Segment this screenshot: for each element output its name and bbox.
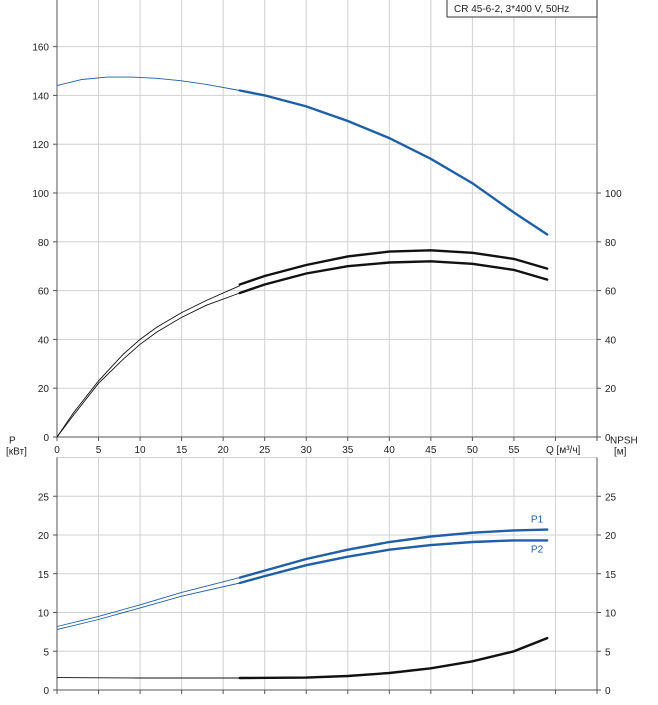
x-axis-label: Q [м³/ч] (546, 445, 581, 456)
y-tick-label-left: 0 (43, 686, 49, 697)
y-tick-label-right: 25 (605, 492, 617, 503)
series-line (240, 638, 547, 678)
y-tick-label-right: 80 (605, 238, 617, 249)
x-tick-label: 15 (176, 445, 188, 456)
y-tick-label-right: 100 (605, 189, 622, 200)
y-tick-label-right: 20 (605, 531, 617, 542)
power-npsh-panel: 0 5 10 15 20 25 0 5 10 15 20 25 P[кВт] NPSH[м] P1 P2 (6, 436, 638, 698)
y-axis-unit-left: [кВт] (6, 447, 27, 458)
series-label: P1 (531, 515, 544, 526)
y-tick-label-right: 15 (605, 570, 617, 581)
chart-title: CR 45-6-2, 3*400 V, 50Hz (454, 4, 569, 15)
series-line-thin (57, 293, 240, 437)
y-axis-unit-right: [м] (614, 447, 627, 458)
y-tick-label-left: 5 (43, 647, 49, 658)
y-tick-label-left: 0 (43, 433, 49, 444)
series-line (240, 261, 547, 293)
y-axis-label-left: P (9, 436, 16, 447)
y-tick-label-right: 10 (605, 609, 617, 620)
y-tick-label-left: 60 (38, 287, 50, 298)
series-line-thin (57, 578, 240, 627)
chart-title-box: CR 45-6-2, 3*400 V, 50Hz (447, 0, 597, 17)
series-line-thin (57, 583, 240, 630)
y-tick-label-right: 40 (605, 335, 617, 346)
y-tick-label-left: 140 (32, 91, 49, 102)
y-tick-label-left: 20 (38, 531, 50, 542)
x-tick-label: 0 (54, 445, 60, 456)
y-tick-label-left: 40 (38, 335, 50, 346)
y-tick-label-right: 5 (605, 647, 611, 658)
x-tick-label: 5 (96, 445, 102, 456)
y-tick-label-left: 160 (32, 43, 49, 54)
y-tick-label-right: 60 (605, 287, 617, 298)
x-tick-label: 35 (342, 445, 354, 456)
x-tick-label: 45 (425, 445, 437, 456)
y-tick-label-left: 120 (32, 140, 49, 151)
y-tick-label-left: 25 (38, 492, 50, 503)
x-tick-label: 25 (259, 445, 271, 456)
y-tick-label-left: 20 (38, 384, 50, 395)
x-tick-label: 20 (218, 445, 230, 456)
series-line-thin (57, 286, 240, 437)
y-tick-label-right: 20 (605, 384, 617, 395)
y-tick-label-left: 15 (38, 570, 50, 581)
y-tick-label-left: 80 (38, 238, 50, 249)
series-line (240, 91, 547, 235)
series-label: P2 (531, 544, 544, 555)
x-tick-label: 55 (508, 445, 520, 456)
series-line (240, 540, 547, 583)
x-tick-label: 30 (301, 445, 313, 456)
y-axis-label-right: NPSH (610, 436, 638, 447)
x-tick-label: 50 (467, 445, 479, 456)
x-tick-label: 10 (135, 445, 147, 456)
y-tick-label-left: 10 (38, 609, 50, 620)
y-tick-label-right: 0 (605, 686, 611, 697)
x-tick-label: 40 (384, 445, 396, 456)
series-line-thin (57, 77, 240, 90)
y-tick-label-left: 100 (32, 189, 49, 200)
